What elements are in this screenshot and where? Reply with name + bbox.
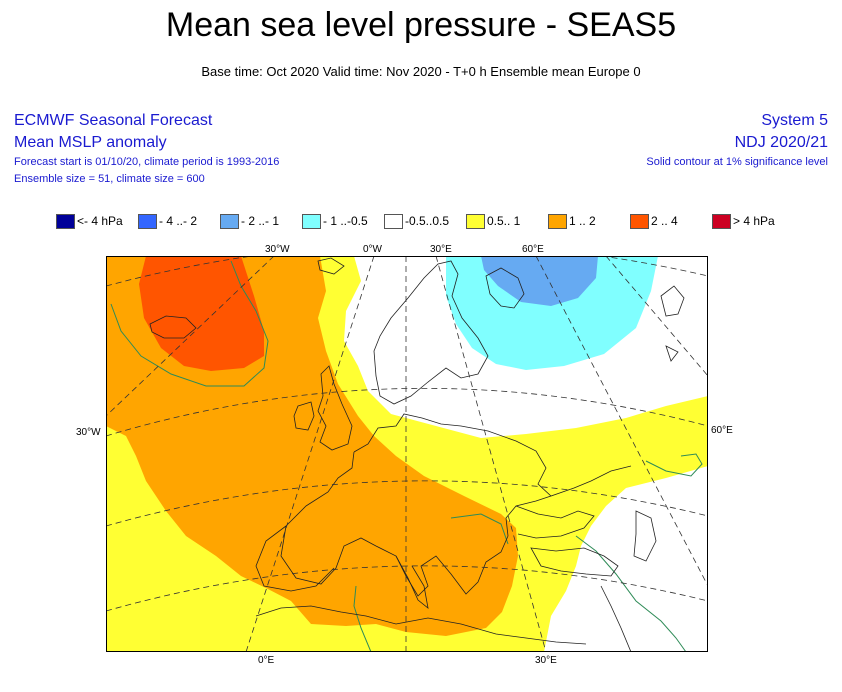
legend-item: - 2 ..- 1 (220, 212, 279, 230)
legend-label: - 1 ..-0.5 (323, 214, 368, 228)
map-frame (106, 256, 708, 652)
legend-label: > 4 hPa (733, 214, 775, 228)
legend-label: - 4 ..- 2 (159, 214, 198, 228)
legend-label: 2 .. 4 (651, 214, 678, 228)
top-tick-label: 30°E (430, 244, 452, 255)
legend-swatch (548, 213, 567, 229)
anomaly-2-to-4-area (139, 256, 264, 371)
significance-contour (110, 260, 269, 387)
legend-label: 1 .. 2 (569, 214, 596, 228)
anomaly-map (106, 256, 708, 652)
top-tick-label: 60°E (522, 244, 544, 255)
significance-contour (353, 585, 372, 652)
header-left: ECMWF Seasonal Forecast Mean MSLP anomal… (14, 110, 279, 188)
legend-item: 2 .. 4 (630, 212, 678, 230)
significance-note: Solid contour at 1% significance level (646, 156, 828, 168)
legend-item: -0.5..0.5 (384, 212, 449, 230)
anomaly-minus-2-to-minus-1-area (481, 256, 598, 306)
system-version: System 5 (761, 112, 828, 129)
season-period: NDJ 2020/21 (734, 134, 828, 151)
left-tick-label: 30°W (76, 427, 101, 438)
legend-item: <- 4 hPa (56, 212, 123, 230)
bottom-tick-label: 30°E (535, 655, 557, 666)
legend-swatch (302, 213, 321, 229)
legend-item: - 4 ..- 2 (138, 212, 197, 230)
legend-item: 1 .. 2 (548, 212, 596, 230)
legend-swatch (56, 213, 75, 229)
bottom-tick-label: 0°E (258, 655, 275, 666)
legend-item: > 4 hPa (712, 212, 775, 230)
map-subtitle: Base time: Oct 2020 Valid time: Nov 2020… (201, 64, 641, 79)
legend-label: -0.5..0.5 (405, 214, 450, 228)
header-right: System 5 NDJ 2020/21 Solid contour at 1%… (646, 110, 828, 171)
forecast-start-info: Forecast start is 01/10/20, climate peri… (14, 156, 280, 168)
significance-contour (575, 535, 687, 652)
legend-label: <- 4 hPa (77, 214, 123, 228)
ensemble-size-info: Ensemble size = 51, climate size = 600 (14, 173, 205, 185)
right-tick-label: 60°E (711, 425, 733, 436)
legend-item: - 1 ..-0.5 (302, 212, 368, 230)
legend-item: 0.5.. 1 (466, 212, 520, 230)
legend-swatch (384, 213, 403, 229)
legend-swatch (138, 213, 157, 229)
map-title: Mean sea level pressure - SEAS5 (165, 6, 677, 44)
legend-label: - 2 ..- 1 (241, 214, 280, 228)
top-tick-label: 0°W (363, 244, 382, 255)
product-name: ECMWF Seasonal Forecast (14, 112, 213, 129)
legend-label: 0.5.. 1 (487, 214, 521, 228)
significance-contour (450, 513, 509, 545)
legend-swatch (220, 213, 239, 229)
legend-swatch (466, 213, 485, 229)
graticule (106, 256, 708, 652)
variable-name: Mean MSLP anomaly (14, 134, 167, 151)
legend-swatch (712, 213, 731, 229)
top-tick-label: 30°W (265, 244, 290, 255)
significance-contour (645, 453, 703, 477)
legend-swatch (630, 213, 649, 229)
